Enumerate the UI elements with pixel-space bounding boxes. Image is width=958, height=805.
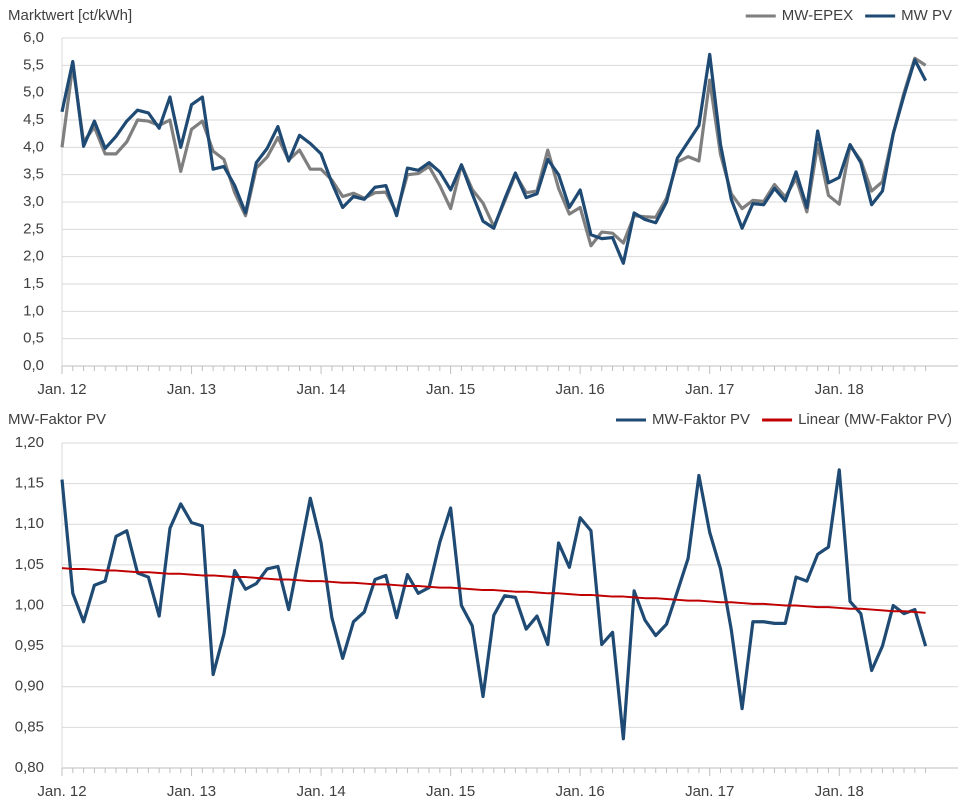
- x-tick-label: Jan. 17: [685, 381, 734, 398]
- x-tick-label: Jan. 12: [37, 783, 86, 800]
- data-line: [61, 567, 926, 614]
- x-tick-label: Jan. 17: [685, 783, 734, 800]
- data-line: [60, 52, 928, 265]
- y-tick-label: 6,0: [23, 29, 44, 46]
- x-tick-label: Jan. 18: [815, 783, 864, 800]
- y-tick-label: 3,5: [23, 166, 44, 183]
- y-tick-label: 1,20: [15, 434, 44, 451]
- y-tick-label: 0,80: [15, 759, 44, 776]
- x-tick-label: Jan. 16: [556, 783, 605, 800]
- y-tick-label: 1,0: [23, 302, 44, 319]
- y-tick-label: 1,05: [15, 556, 44, 573]
- y-tick-label: 1,00: [15, 596, 44, 613]
- legend-label: Linear (MW-Faktor PV): [798, 411, 952, 428]
- y-tick-label: 0,95: [15, 637, 44, 654]
- x-tick-label: Jan. 16: [556, 381, 605, 398]
- y-tick-label: 3,0: [23, 193, 44, 210]
- y-tick-label: 0,85: [15, 718, 44, 735]
- x-tick-label: Jan. 12: [37, 381, 86, 398]
- y-tick-label: 5,0: [23, 84, 44, 101]
- x-tick-label: Jan. 18: [815, 381, 864, 398]
- legend-label: MW-Faktor PV: [652, 411, 750, 428]
- y-tick-label: 1,10: [15, 515, 44, 532]
- y-tick-label: 1,5: [23, 275, 44, 292]
- x-tick-label: Jan. 14: [296, 783, 345, 800]
- legend-label: MW PV: [901, 7, 952, 24]
- y-tick-label: 2,5: [23, 220, 44, 237]
- chart-title: MW-Faktor PV: [8, 411, 106, 428]
- y-tick-label: 4,0: [23, 138, 44, 155]
- y-tick-label: 0,0: [23, 357, 44, 374]
- x-tick-label: Jan. 15: [426, 783, 475, 800]
- y-tick-label: 0,90: [15, 678, 44, 695]
- x-tick-label: Jan. 14: [296, 381, 345, 398]
- x-tick-label: Jan. 15: [426, 381, 475, 398]
- x-tick-label: Jan. 13: [167, 783, 216, 800]
- y-tick-label: 4,5: [23, 111, 44, 128]
- y-tick-label: 0,5: [23, 330, 44, 347]
- x-tick-label: Jan. 13: [167, 381, 216, 398]
- y-tick-label: 2,0: [23, 248, 44, 265]
- legend-label: MW-EPEX: [782, 7, 853, 24]
- y-tick-label: 5,5: [23, 56, 44, 73]
- y-tick-label: 1,15: [15, 475, 44, 492]
- chart-title: Marktwert [ct/kWh]: [8, 7, 132, 24]
